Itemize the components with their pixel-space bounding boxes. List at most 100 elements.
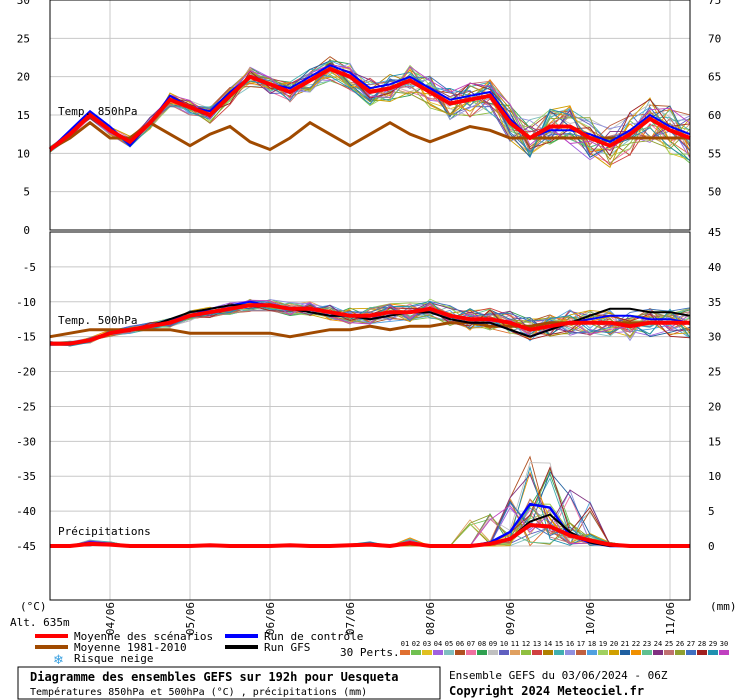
- ytick-left-t500: -25: [16, 400, 36, 413]
- ytick-left-t500: -15: [16, 331, 36, 344]
- chart-title: Diagramme des ensembles GEFS sur 192h po…: [30, 670, 398, 684]
- perturbation-number: 13: [533, 640, 541, 648]
- ytick-left-t500: -10: [16, 296, 36, 309]
- perturbation-swatch: [675, 650, 685, 655]
- perturbation-swatch: [565, 650, 575, 655]
- perturbation-swatch: [510, 650, 520, 655]
- perturbation-swatch: [620, 650, 630, 655]
- perturbation-number: 17: [577, 640, 585, 648]
- ytick-right-t850: 65: [708, 71, 721, 84]
- perturbation-swatch: [455, 650, 465, 655]
- pert-t850-line: [49, 56, 691, 158]
- perturbation-count: 30 Perts.: [340, 646, 400, 659]
- ytick-right-t850: 60: [708, 109, 721, 122]
- perturbation-number: 09: [489, 640, 497, 648]
- xtick-label: 05/06: [184, 602, 197, 635]
- ytick-right-t850: 75: [708, 0, 721, 7]
- perturbation-number: 03: [423, 640, 431, 648]
- perturbation-swatch: [598, 650, 608, 655]
- perturbation-swatch: [697, 650, 707, 655]
- perturbation-swatch: [422, 650, 432, 655]
- xtick-label: 09/06: [504, 602, 517, 635]
- t500-mean-line: [50, 303, 690, 346]
- perturbation-number: 25: [665, 640, 673, 648]
- t850-label: Temp. 850hPa: [58, 105, 137, 118]
- ytick-left-t500: -5: [23, 261, 36, 274]
- t850-mean-line: [48, 66, 691, 152]
- perturbation-swatch: [609, 650, 619, 655]
- perturbation-legend: 01 02 03 04 05 06 07 08 09 10 11 12 13 14 15 16 17 18 19 20…: [400, 640, 729, 655]
- ytick-left-t850: 30: [17, 0, 30, 7]
- perturbation-number: 07: [467, 640, 475, 648]
- ytick-left-t500: -35: [16, 470, 36, 483]
- perturbation-number: 26: [676, 640, 684, 648]
- perturbation-swatch: [576, 650, 586, 655]
- perturbation-number: 22: [632, 640, 640, 648]
- perturbation-number: 14: [544, 640, 552, 648]
- t500-panel-frame: [49, 231, 691, 601]
- perturbation-number: 10: [500, 640, 508, 648]
- perturbation-swatch: [400, 650, 410, 655]
- perturbation-number: 19: [599, 640, 607, 648]
- perturbation-number: 11: [511, 640, 519, 648]
- title-box: [17, 666, 441, 700]
- perturbation-swatch: [587, 650, 597, 655]
- snowflake-icon: ❄: [53, 653, 64, 668]
- ytick-left-t850: 20: [17, 71, 30, 84]
- ytick-left-t850: 5: [23, 186, 30, 199]
- xtick-label: 07/06: [344, 602, 357, 635]
- legend-climo-label: Moyenne 1981-2010: [74, 641, 187, 654]
- right-unit-label: (mm): [710, 600, 737, 613]
- ytick-right-precip: 0: [708, 540, 715, 553]
- pert-t850-line: [49, 65, 691, 156]
- t850-panel-frame: [49, 0, 691, 231]
- perturbation-number: 05: [445, 640, 453, 648]
- perturbation-swatch: [488, 650, 498, 655]
- perturbation-number: 04: [434, 640, 442, 648]
- xtick-label: 04/06: [104, 602, 117, 635]
- perturbation-swatch: [686, 650, 696, 655]
- perturbation-number: 08: [478, 640, 486, 648]
- perturbation-swatch: [664, 650, 674, 655]
- ytick-right-t850: 50: [708, 186, 721, 199]
- ytick-left-t850: 0: [23, 224, 30, 237]
- axis-ticks: 302520151050757065605550-5-10-15-20-25-3…: [16, 0, 721, 635]
- perturbation-swatch: [708, 650, 718, 655]
- perturbation-swatch: [477, 650, 487, 655]
- ytick-right-precip: 25: [708, 366, 721, 379]
- ytick-right-precip: 10: [708, 470, 721, 483]
- ytick-right-precip: 15: [708, 435, 721, 448]
- perturbation-number: 06: [456, 640, 464, 648]
- legend-gfs-label: Run GFS: [264, 641, 310, 654]
- left-unit-label: (°C): [20, 600, 47, 613]
- ytick-left-t850: 15: [17, 109, 30, 122]
- pert-t850-line: [49, 61, 691, 157]
- perturbation-number: 21: [621, 640, 629, 648]
- perturbation-swatch: [642, 650, 652, 655]
- perturbation-number: 23: [643, 640, 651, 648]
- ytick-left-t850: 10: [17, 147, 30, 160]
- t500-label: Temp. 500hPa: [58, 314, 137, 327]
- perturbation-number: 29: [709, 640, 717, 648]
- perturbation-swatch: [719, 650, 729, 655]
- perturbation-number: 12: [522, 640, 530, 648]
- perturbation-swatch: [433, 650, 443, 655]
- perturbation-number: 01: [401, 640, 409, 648]
- perturbation-number: 30: [720, 640, 728, 648]
- legend-control-label: Run de contrôle: [264, 630, 363, 643]
- ytick-left-t500: -45: [16, 540, 36, 553]
- run-info: Ensemble GEFS du 03/06/2024 - 06Z: [449, 669, 668, 682]
- perturbation-swatch: [653, 650, 663, 655]
- perturbation-swatch: [631, 650, 641, 655]
- perturbation-number: 16: [566, 640, 574, 648]
- perturbation-swatch: [444, 650, 454, 655]
- perturbation-swatch: [521, 650, 531, 655]
- perturbation-swatch: [411, 650, 421, 655]
- copyright: Copyright 2024 Meteociel.fr: [449, 684, 644, 698]
- precip-mean-line: [50, 523, 690, 549]
- perturbation-swatch: [466, 650, 476, 655]
- legend-mean-label: Moyenne des scénarios: [74, 630, 213, 643]
- ytick-left-t500: -40: [16, 505, 36, 518]
- t850-climo-line: [49, 120, 690, 152]
